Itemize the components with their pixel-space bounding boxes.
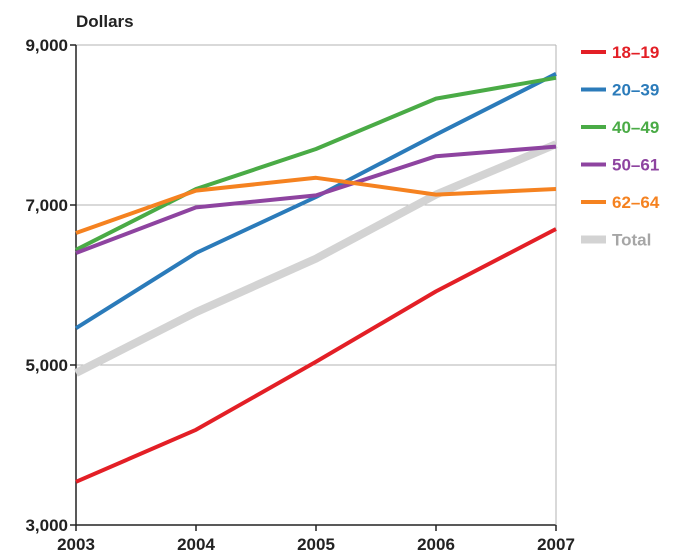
x-tick-label: 2005 [297,535,335,554]
y-tick-label: 9,000 [25,36,68,55]
series-line-62–64 [75,175,557,235]
series-line-50–61 [75,144,557,255]
series-line-18–19 [75,227,557,484]
legend: 18–19 20–39 40–49 50–61 62–64 Total [581,43,660,250]
legend-label-50–61: 50–61 [612,156,659,175]
y-tick-label: 7,000 [25,196,68,215]
legend-label-18–19: 18–19 [612,43,659,62]
x-tick-label: 2003 [57,535,95,554]
legend-label-20–39: 20–39 [612,81,659,100]
x-tick-label: 2007 [537,535,575,554]
gridlines [76,44,556,366]
x-tick-label: 2006 [417,535,455,554]
series-line-40–49 [75,75,557,252]
y-tick-label: 3,000 [25,516,68,535]
series-line-20–39 [74,72,557,330]
y-axis-title: Dollars [76,12,134,31]
y-tick-label: 5,000 [25,356,68,375]
axes: 3,000 5,000 7,000 9,000 2003 2004 2005 2006 2007 [25,36,574,554]
series-lines [74,72,558,484]
x-tick-label: 2004 [177,535,215,554]
series-line-Total [74,140,558,377]
legend-label-40–49: 40–49 [612,118,659,137]
legend-label-Total: Total [612,231,651,250]
legend-label-62–64: 62–64 [612,193,660,212]
